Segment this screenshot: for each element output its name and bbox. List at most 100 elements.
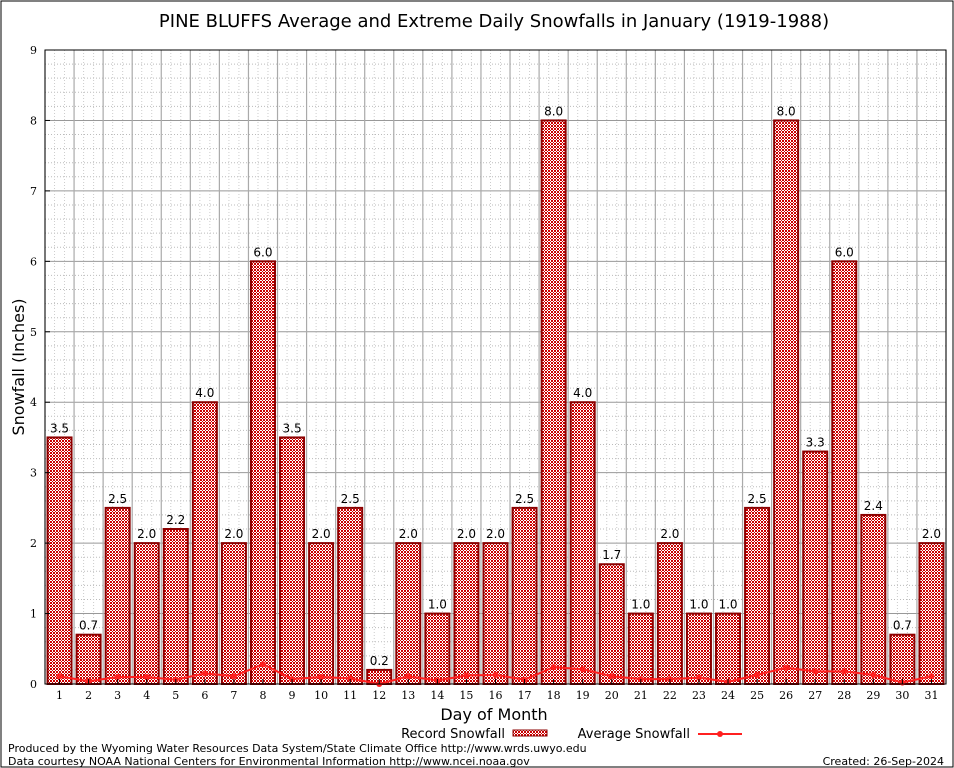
record-bar-label: 2.0 bbox=[224, 527, 243, 541]
x-tick-label: 30 bbox=[895, 689, 909, 702]
x-tick-label: 29 bbox=[866, 689, 880, 702]
record-bar-label: 2.0 bbox=[457, 527, 476, 541]
record-bar-day-15 bbox=[453, 542, 480, 685]
x-tick-label: 27 bbox=[808, 689, 822, 702]
record-bar-label: 8.0 bbox=[777, 104, 796, 118]
x-tick-label: 8 bbox=[259, 689, 266, 702]
average-point-day-3 bbox=[114, 673, 121, 680]
record-bar-label: 3.5 bbox=[283, 421, 302, 435]
x-tick-label: 11 bbox=[343, 689, 357, 702]
x-tick-label: 3 bbox=[114, 689, 121, 702]
record-bar-label: 1.0 bbox=[689, 598, 708, 612]
record-bar-label: 0.7 bbox=[893, 619, 912, 633]
record-bar-label: 2.0 bbox=[399, 527, 418, 541]
x-tick-label: 6 bbox=[201, 689, 208, 702]
x-tick-label: 19 bbox=[576, 689, 590, 702]
average-point-day-31 bbox=[928, 673, 935, 680]
record-bar-label: 6.0 bbox=[835, 245, 854, 259]
record-bar-label: 0.7 bbox=[79, 619, 98, 633]
credit-produced: Produced by the Wyoming Water Resources … bbox=[8, 742, 587, 755]
record-bar-day-4 bbox=[133, 542, 160, 685]
average-point-day-25 bbox=[754, 671, 761, 678]
record-bar-day-30 bbox=[889, 633, 916, 686]
average-point-day-11 bbox=[347, 675, 354, 682]
record-bar-day-5 bbox=[162, 528, 189, 685]
y-tick-label: 5 bbox=[30, 326, 37, 339]
y-tick-label: 0 bbox=[30, 678, 37, 691]
record-bar-day-16 bbox=[482, 542, 509, 685]
record-bar-label: 2.0 bbox=[312, 527, 331, 541]
x-tick-label: 28 bbox=[837, 689, 851, 702]
average-point-day-26 bbox=[783, 664, 790, 671]
record-bar-label: 2.2 bbox=[166, 513, 185, 527]
record-bar-day-24 bbox=[715, 612, 742, 685]
record-bar-label: 2.0 bbox=[660, 527, 679, 541]
y-tick-label: 1 bbox=[30, 608, 37, 621]
record-bar-label: 2.5 bbox=[108, 492, 127, 506]
record-bar-day-17 bbox=[511, 506, 538, 685]
legend-average-label: Average Snowfall bbox=[578, 727, 690, 742]
average-point-day-18 bbox=[550, 664, 557, 671]
created-date: Created: 26-Sep-2024 bbox=[823, 755, 944, 768]
y-tick-label: 8 bbox=[30, 114, 37, 127]
x-tick-label: 16 bbox=[489, 689, 503, 702]
legend-average-marker bbox=[717, 731, 723, 737]
record-bar-day-6 bbox=[191, 401, 218, 685]
y-tick-label: 7 bbox=[30, 185, 37, 198]
record-bar-day-14 bbox=[424, 612, 451, 685]
record-bar-label: 4.0 bbox=[195, 386, 214, 400]
record-bar-label: 1.7 bbox=[602, 548, 621, 562]
record-bar-day-9 bbox=[279, 436, 306, 686]
record-bar-day-2 bbox=[75, 633, 102, 686]
record-bar-day-7 bbox=[220, 542, 247, 685]
record-bar-day-25 bbox=[744, 506, 771, 685]
record-bar-day-13 bbox=[395, 542, 422, 685]
x-tick-label: 15 bbox=[459, 689, 473, 702]
x-tick-label: 23 bbox=[692, 689, 706, 702]
y-tick-label: 9 bbox=[30, 44, 37, 57]
record-bar-day-18 bbox=[540, 119, 567, 685]
record-bar-day-8 bbox=[249, 260, 276, 685]
average-point-day-28 bbox=[841, 668, 848, 675]
average-point-day-13 bbox=[405, 673, 412, 680]
x-tick-label: 22 bbox=[663, 689, 677, 702]
average-point-day-4 bbox=[143, 673, 150, 680]
record-bar-day-29 bbox=[860, 513, 887, 686]
record-bar-day-28 bbox=[831, 260, 858, 685]
record-bar-label: 2.5 bbox=[515, 492, 534, 506]
average-point-day-8 bbox=[259, 661, 266, 668]
record-bar-label: 1.0 bbox=[631, 598, 650, 612]
x-tick-label: 31 bbox=[924, 689, 938, 702]
chart-title: PINE BLUFFS Average and Extreme Daily Sn… bbox=[159, 11, 829, 32]
average-point-day-6 bbox=[201, 670, 208, 677]
x-tick-label: 10 bbox=[314, 689, 328, 702]
x-tick-label: 5 bbox=[172, 689, 179, 702]
average-point-day-27 bbox=[812, 668, 819, 675]
x-tick-label: 4 bbox=[143, 689, 150, 702]
x-tick-label: 9 bbox=[289, 689, 296, 702]
record-bar-label: 2.0 bbox=[922, 527, 941, 541]
record-bar-label: 3.5 bbox=[50, 421, 69, 435]
x-tick-label: 24 bbox=[721, 689, 735, 702]
x-tick-label: 18 bbox=[547, 689, 561, 702]
x-tick-label: 25 bbox=[750, 689, 764, 702]
legend-record-swatch bbox=[512, 729, 548, 737]
record-bar-label: 2.4 bbox=[864, 499, 883, 513]
x-axis-label: Day of Month bbox=[440, 705, 547, 724]
average-point-day-23 bbox=[695, 674, 702, 681]
record-bar-label: 8.0 bbox=[544, 104, 563, 118]
x-tick-label: 2 bbox=[85, 689, 92, 702]
y-tick-label: 2 bbox=[30, 537, 37, 550]
x-tick-label: 20 bbox=[605, 689, 619, 702]
record-bar-day-11 bbox=[337, 506, 364, 685]
y-tick-label: 6 bbox=[30, 255, 37, 268]
record-bar-day-3 bbox=[104, 506, 131, 685]
average-point-day-19 bbox=[579, 666, 586, 673]
y-axis-label: Snowfall (Inches) bbox=[9, 298, 28, 435]
average-point-day-1 bbox=[56, 673, 63, 680]
y-tick-label: 3 bbox=[30, 467, 37, 480]
record-bar-day-22 bbox=[656, 542, 683, 685]
